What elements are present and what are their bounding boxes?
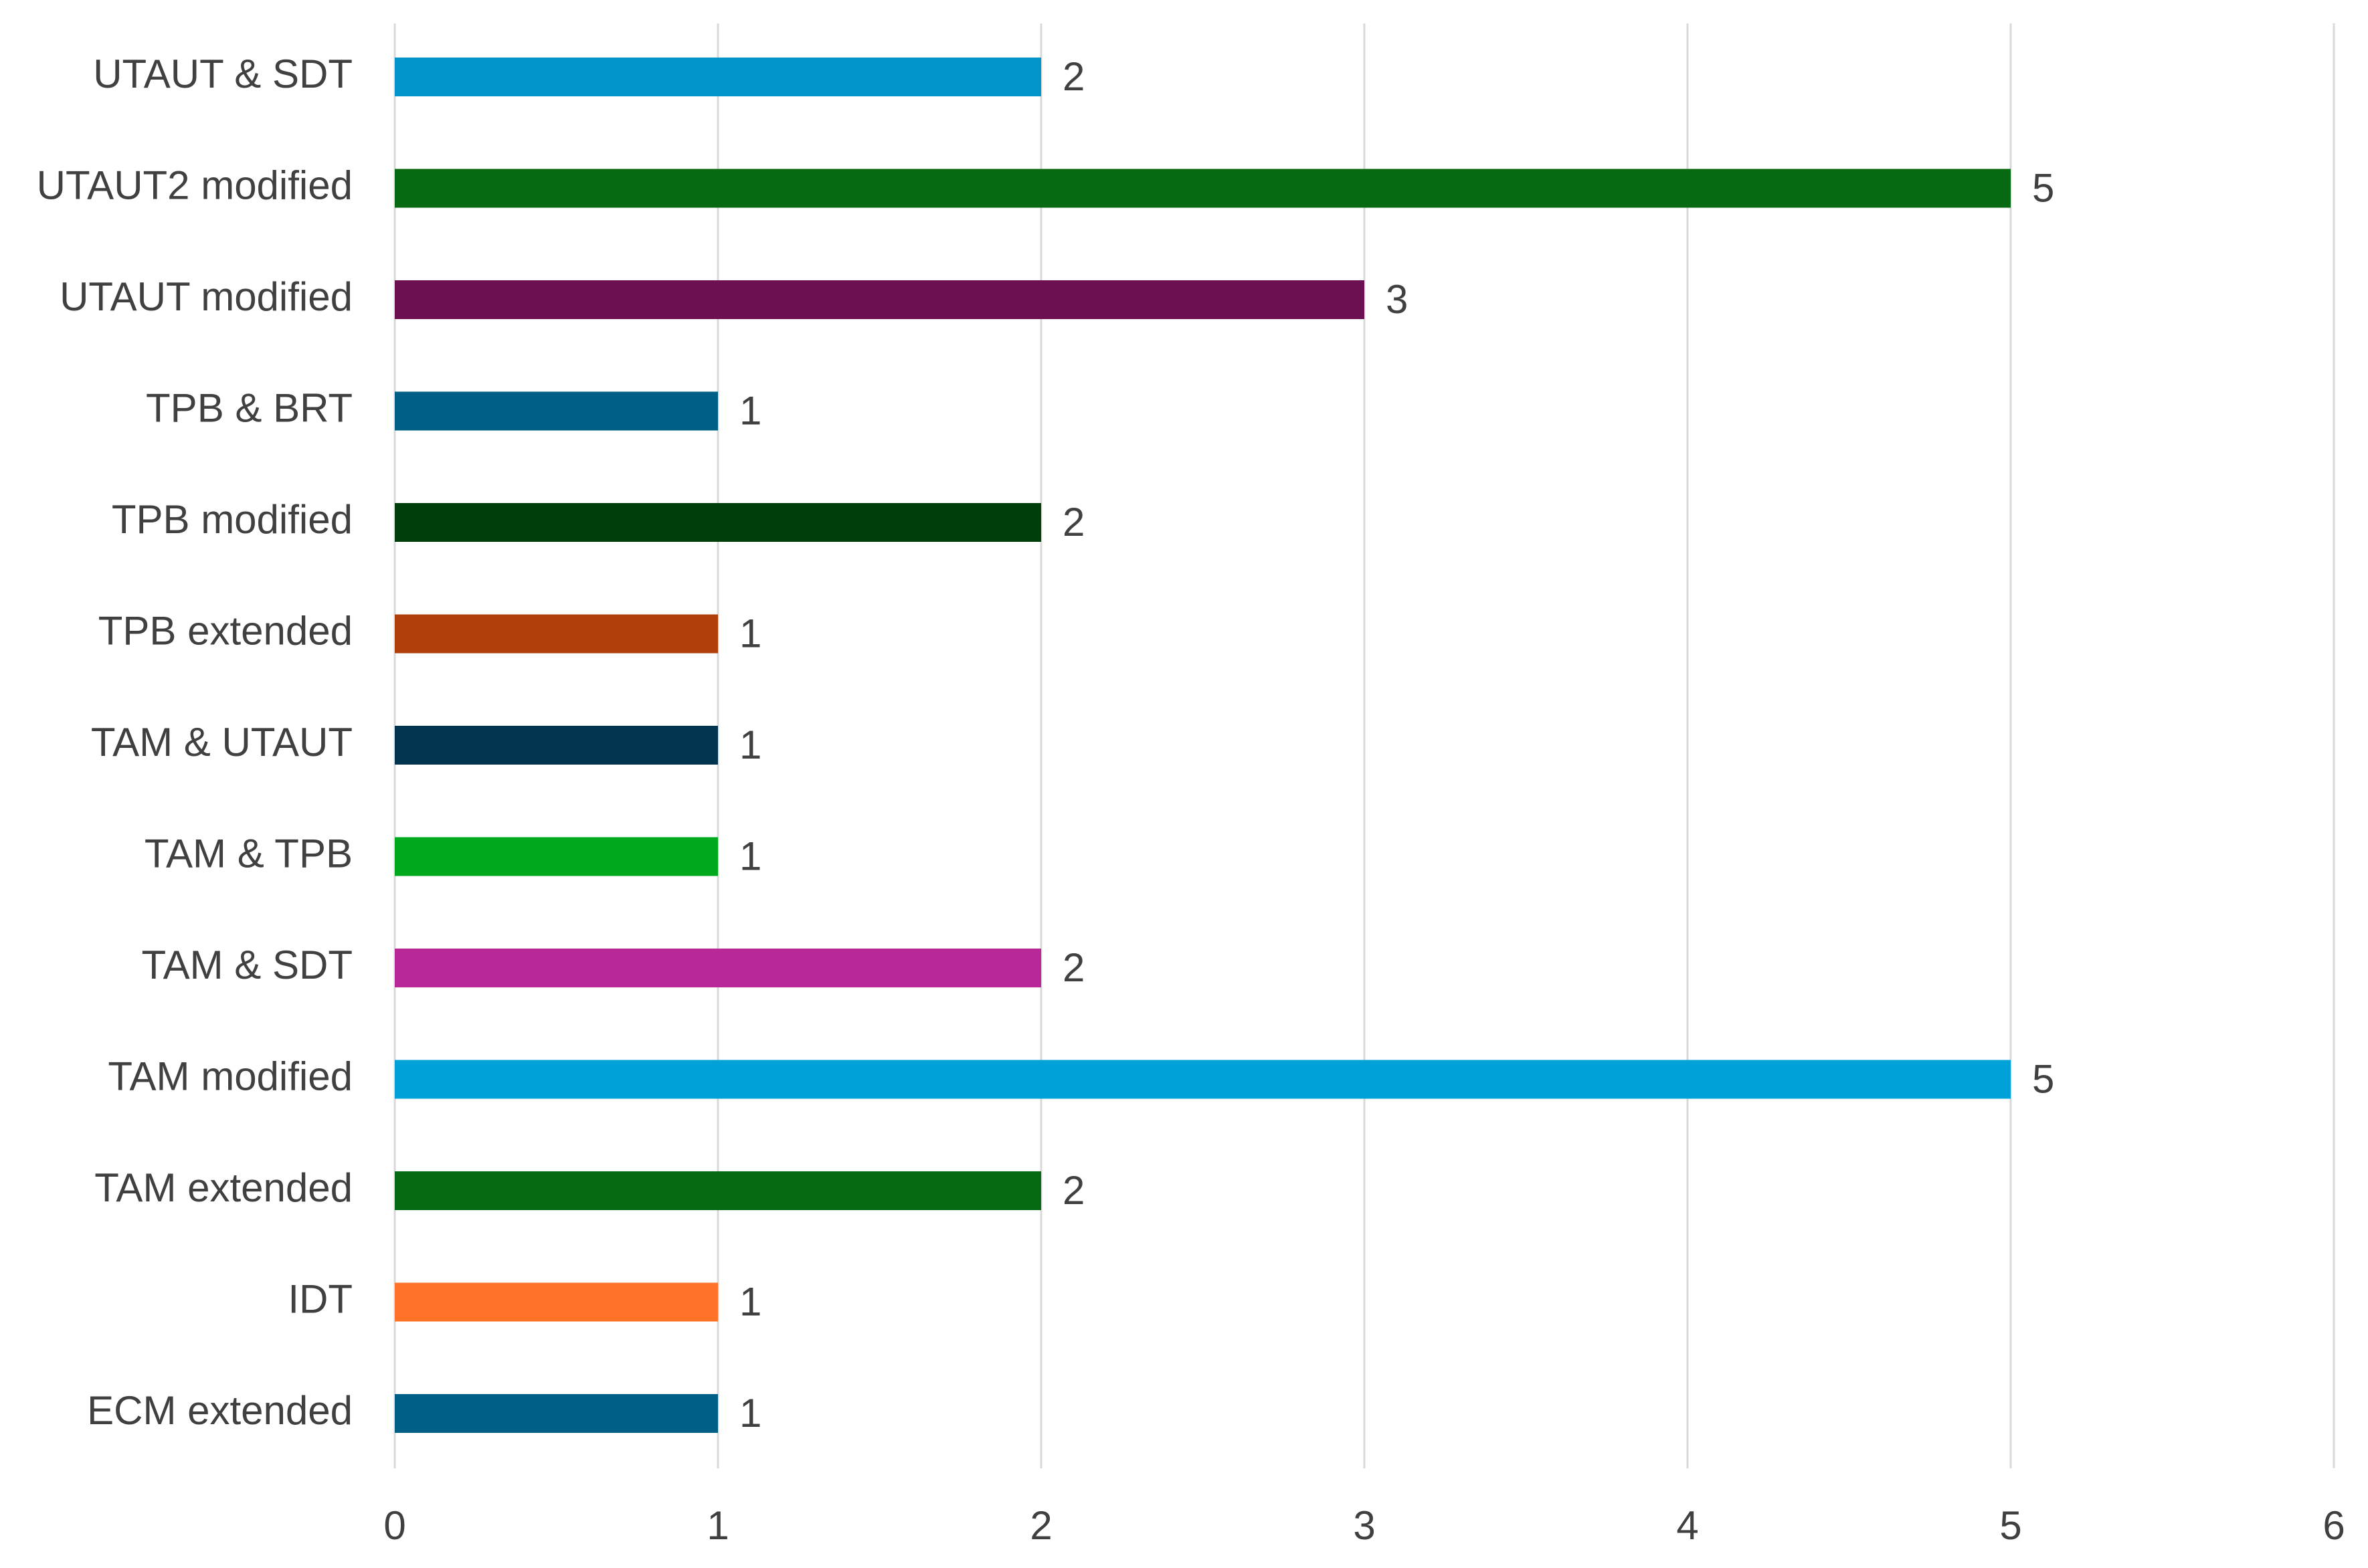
bar xyxy=(395,1394,718,1433)
data-labels: 2 5 3 1 2 1 1 1 2 5 2 1 1 xyxy=(739,54,2054,1436)
data-label: 2 xyxy=(1063,500,1085,545)
x-tick-label: 0 xyxy=(383,1503,405,1548)
data-label: 1 xyxy=(739,1391,761,1436)
category-label: TPB modified xyxy=(112,497,353,542)
data-label: 1 xyxy=(739,834,761,878)
bars xyxy=(395,58,2011,1433)
category-label: UTAUT & SDT xyxy=(93,52,353,96)
bar xyxy=(395,726,718,765)
category-label: ECM extended xyxy=(87,1388,353,1433)
category-label: TAM modified xyxy=(108,1054,353,1098)
bar xyxy=(395,280,1364,319)
category-label: TAM & UTAUT xyxy=(91,720,353,765)
category-label: TPB & BRT xyxy=(146,385,353,430)
x-tick-label: 6 xyxy=(2323,1503,2345,1548)
bar xyxy=(395,1282,718,1322)
x-axis-tick-labels: 0 1 2 3 4 5 6 xyxy=(383,1503,2345,1548)
data-label: 5 xyxy=(2032,165,2054,210)
bar xyxy=(395,614,718,654)
data-label: 1 xyxy=(739,722,761,767)
data-label: 2 xyxy=(1063,54,1085,99)
bar xyxy=(395,503,1041,542)
category-label: TPB extended xyxy=(98,608,353,653)
category-label: TAM & TPB xyxy=(145,831,353,876)
bar xyxy=(395,58,1041,96)
data-label: 5 xyxy=(2032,1056,2054,1101)
bar xyxy=(395,1171,1041,1210)
bar xyxy=(395,169,2011,208)
bar xyxy=(395,1060,2011,1099)
category-label: TAM extended xyxy=(94,1165,353,1210)
data-label: 2 xyxy=(1063,1168,1085,1213)
data-label: 3 xyxy=(1386,277,1408,322)
data-label: 1 xyxy=(739,388,761,433)
data-label: 2 xyxy=(1063,945,1085,990)
category-labels: UTAUT & SDT UTAUT2 modified UTAUT modified… xyxy=(37,52,353,1433)
x-tick-label: 5 xyxy=(1999,1503,2021,1548)
gridlines xyxy=(393,23,2335,1468)
bar xyxy=(395,949,1041,987)
x-tick-label: 1 xyxy=(707,1503,729,1548)
x-tick-label: 2 xyxy=(1030,1503,1052,1548)
category-label: TAM & SDT xyxy=(141,943,353,987)
x-tick-label: 4 xyxy=(1676,1503,1698,1548)
data-label: 1 xyxy=(739,1279,761,1324)
category-label: UTAUT modified xyxy=(60,274,353,319)
bar xyxy=(395,391,718,431)
bar xyxy=(395,837,718,876)
data-label: 1 xyxy=(739,611,761,656)
x-tick-label: 3 xyxy=(1353,1503,1375,1548)
category-label: IDT xyxy=(288,1276,353,1321)
category-label: UTAUT2 modified xyxy=(37,163,353,207)
